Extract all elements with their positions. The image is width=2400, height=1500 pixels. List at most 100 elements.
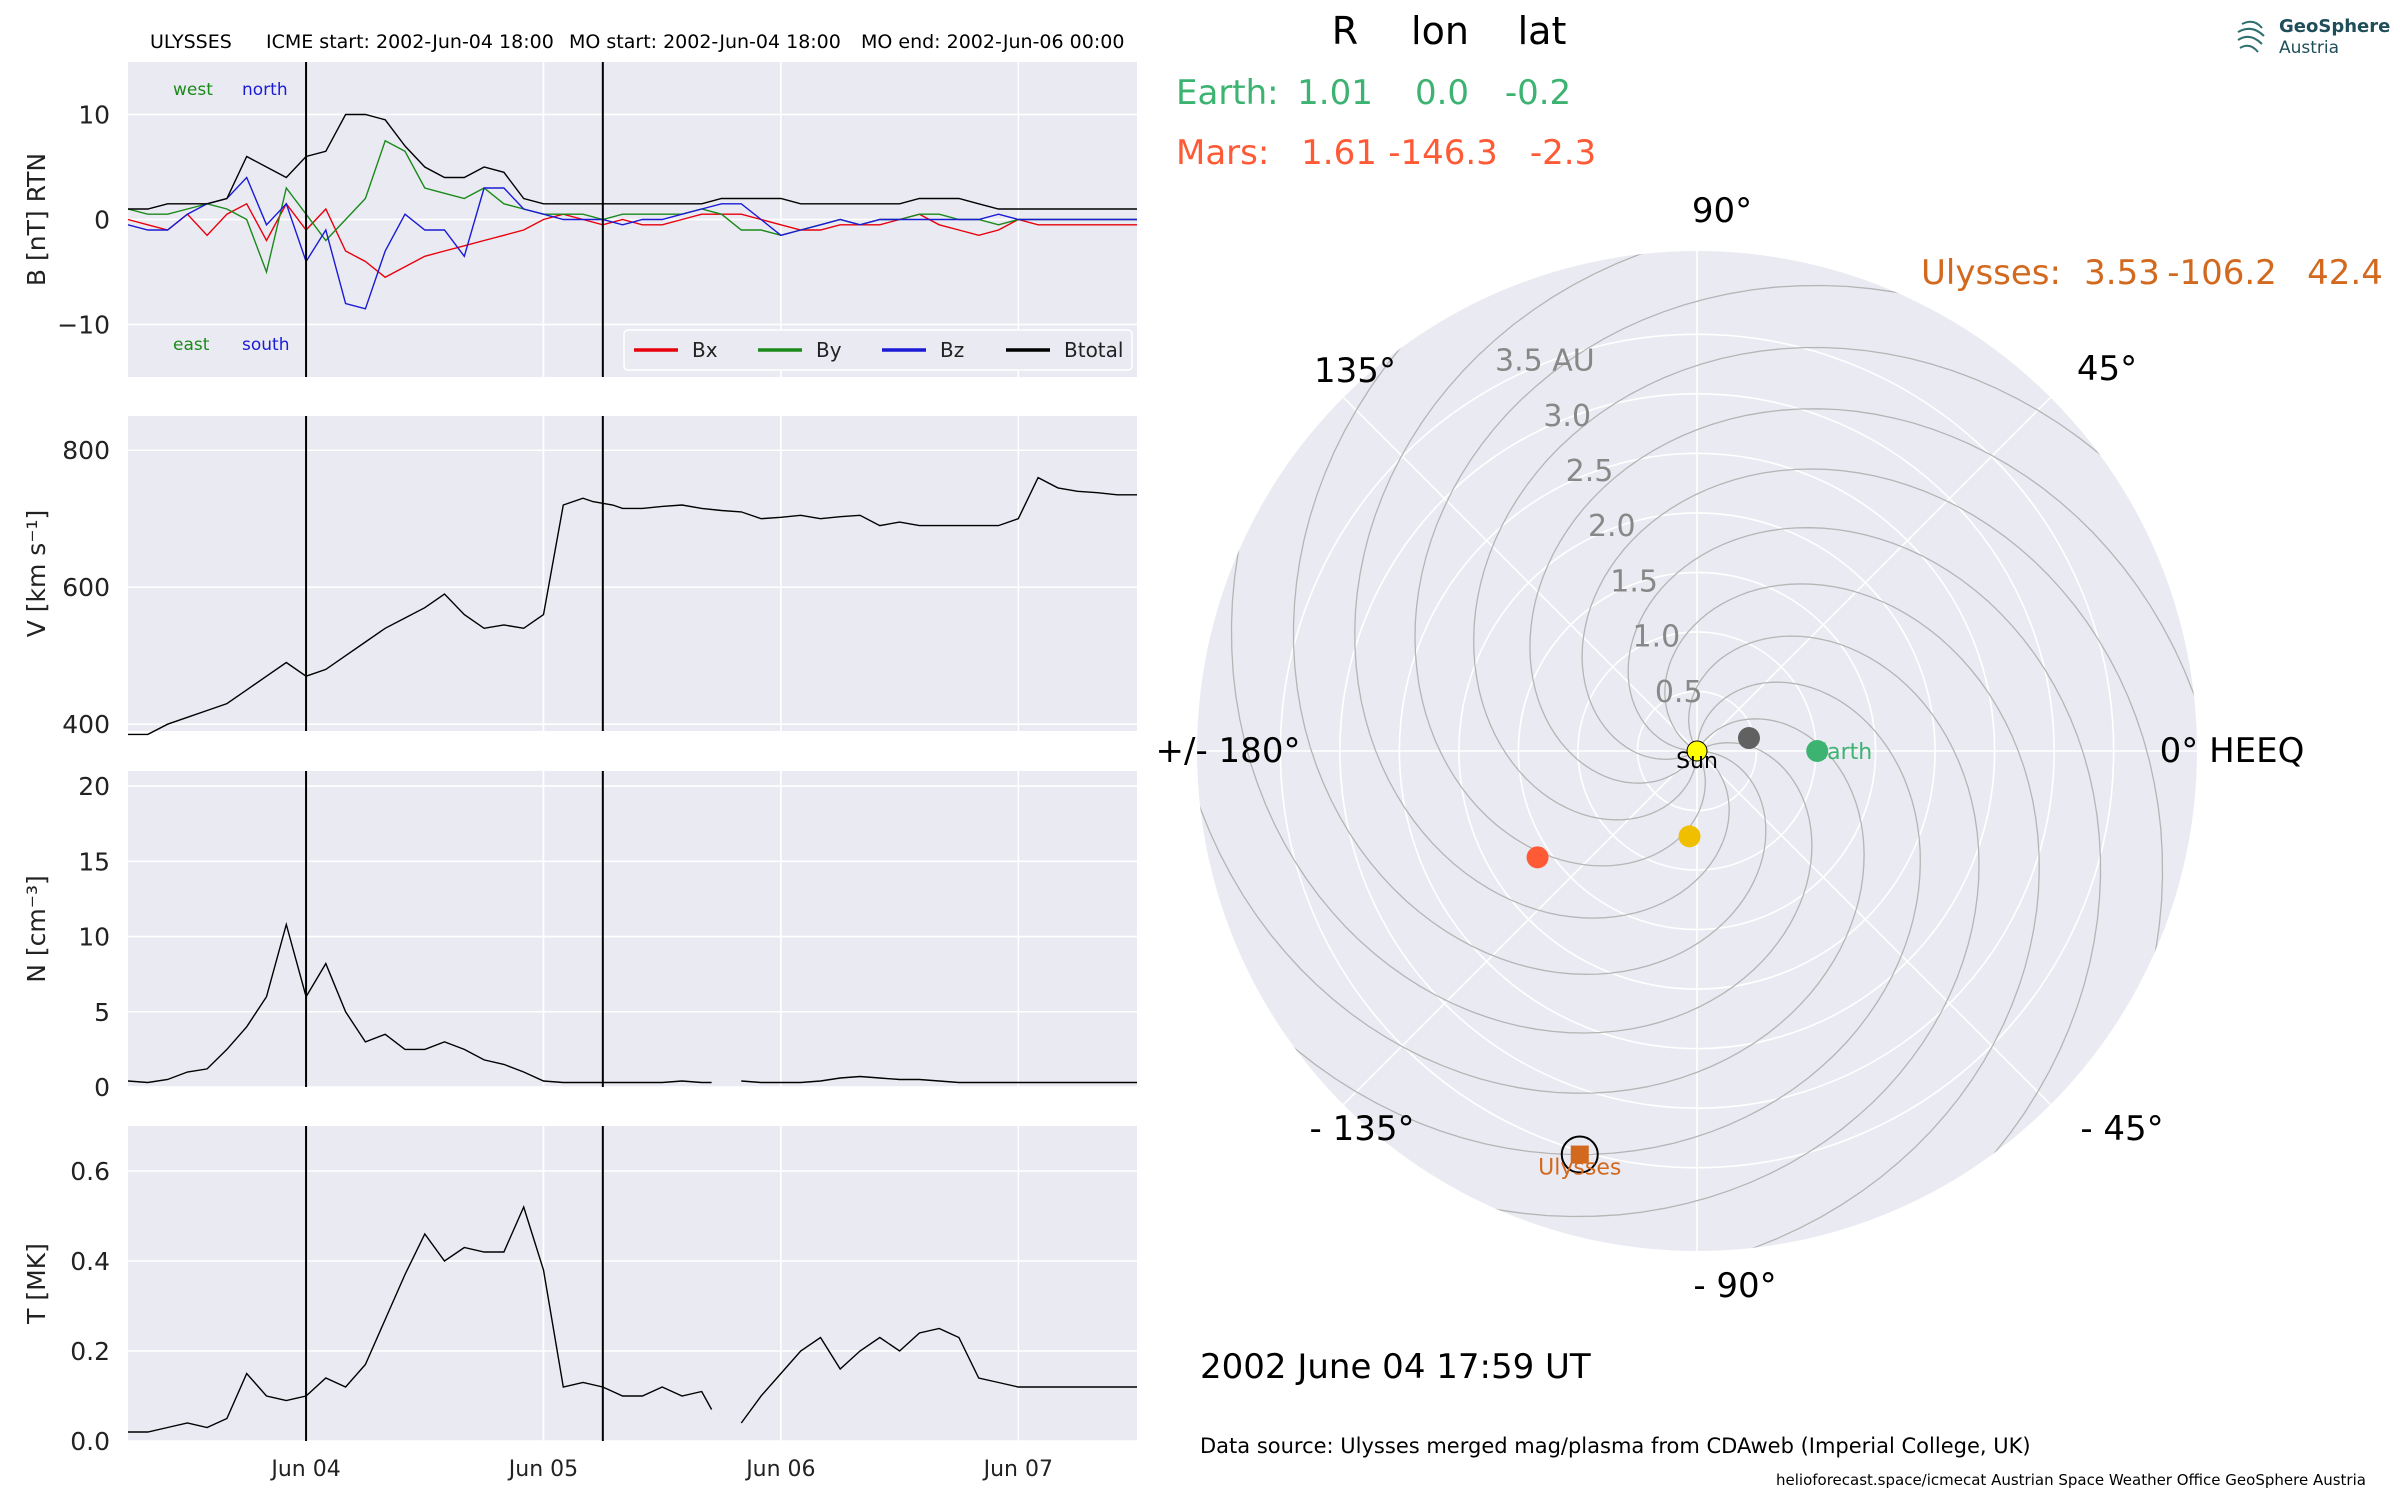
y-tick-label: 600 xyxy=(62,573,110,602)
ulysses-lon-value: -106.2 xyxy=(2167,253,2277,293)
series-line-btotal xyxy=(128,113,1137,210)
date-label: 2002 June 04 17:59 UT xyxy=(1200,1347,1591,1387)
earth-lon-value: 0.0 xyxy=(1415,73,1469,113)
angle-label-neg90: - 90° xyxy=(1693,1266,1776,1306)
logo-text-line1: GeoSphere xyxy=(2279,16,2391,37)
venus-marker xyxy=(1678,825,1701,848)
y-tick-label: 0 xyxy=(94,206,110,235)
radial-tick-label: 3.5 AU xyxy=(1495,344,1595,379)
polar-grid-spoke xyxy=(1696,396,2052,752)
parker-spiral-line xyxy=(1351,635,1980,1218)
polar-plot xyxy=(1197,251,2197,1251)
legend-label-bx: Bx xyxy=(692,338,718,362)
label-west: west xyxy=(173,80,213,100)
table-header-r: R xyxy=(1332,9,1358,53)
radial-tick-label: 1.0 xyxy=(1633,620,1681,655)
y-tick-label: 15 xyxy=(78,847,110,876)
legend: Bx By Bz Btotal xyxy=(623,329,1133,371)
panel-density: 0 5 10 15 20 N [cm⁻³] xyxy=(22,771,1137,1102)
angle-label-90: 90° xyxy=(1692,191,1752,231)
y-tick-label: −10 xyxy=(57,311,110,340)
polar-grid-spoke xyxy=(1696,750,2052,1106)
data-source-label: Data source: Ulysses merged mag/plasma f… xyxy=(1200,1434,2031,1458)
legend-label-btotal: Btotal xyxy=(1064,338,1123,362)
mars-lon-value: -146.3 xyxy=(1388,133,1498,173)
parker-spiral-line xyxy=(1603,583,2040,1251)
parker-spiral-line xyxy=(1627,527,2102,1251)
x-tick-label: Jun 06 xyxy=(744,1457,815,1482)
header-spacecraft: ULYSSES xyxy=(150,31,232,53)
y-tick-label: 0 xyxy=(94,1073,110,1102)
angle-label-180: +/- 180° xyxy=(1156,731,1301,771)
table-header-lon: lon xyxy=(1411,9,1469,53)
parker-spiral-line xyxy=(1197,681,1921,1156)
radial-tick-label: 2.5 xyxy=(1566,454,1614,489)
geosphere-logo-icon xyxy=(2237,20,2265,53)
polar-grid-spoke xyxy=(1342,750,1698,1106)
table-header-lat: lat xyxy=(1518,9,1567,53)
ulysses-r-value: 3.53 xyxy=(2084,253,2160,293)
geosphere-logo xyxy=(2232,14,2392,62)
ulysses-marker xyxy=(1570,1145,1589,1164)
header-mo-end: MO end: 2002-Jun-06 00:00 xyxy=(861,31,1124,53)
legend-label-bz: Bz xyxy=(940,338,964,362)
ulysses-orbit-marker-ring xyxy=(1560,1135,1599,1174)
x-tick-label: Jun 05 xyxy=(507,1457,578,1482)
parker-spiral-line xyxy=(1529,408,2197,845)
y-axis-label: V [km s⁻¹] xyxy=(22,510,51,638)
series-line-v xyxy=(128,476,1137,736)
y-axis-label: N [cm⁻³] xyxy=(22,875,51,982)
radial-tick-label: 2.0 xyxy=(1588,509,1636,544)
parker-spiral-line xyxy=(1473,346,2197,821)
earth-row-label: Earth: xyxy=(1176,73,1279,113)
earth-label: Earth xyxy=(1813,740,1872,765)
ulysses-label: Ulysses xyxy=(1538,1156,1621,1181)
panel-background xyxy=(128,1126,1137,1441)
x-tick-label: Jun 07 xyxy=(982,1457,1053,1482)
y-tick-label: 800 xyxy=(62,436,110,465)
angle-label-neg45: - 45° xyxy=(2080,1109,2163,1149)
x-tick-label: Jun 04 xyxy=(269,1457,340,1482)
angle-label-neg135: - 135° xyxy=(1310,1109,1415,1149)
mars-r-value: 1.61 xyxy=(1301,133,1377,173)
label-north: north xyxy=(242,80,288,100)
polar-grid-spoke xyxy=(1342,396,1698,752)
header-mo-start: MO start: 2002-Jun-04 18:00 xyxy=(569,31,841,53)
ulysses-lat-value: 42.4 xyxy=(2307,253,2383,293)
y-tick-label: 0.2 xyxy=(70,1337,110,1366)
radial-tick-label: 1.5 xyxy=(1610,564,1658,599)
y-tick-label: 0.4 xyxy=(70,1247,110,1276)
y-tick-label: 0.0 xyxy=(70,1427,110,1456)
panel-background xyxy=(128,771,1137,1087)
angle-label-135: 135° xyxy=(1314,351,1396,391)
parker-spiral-line xyxy=(1230,405,1813,1034)
header-icme-start: ICME start: 2002-Jun-04 18:00 xyxy=(266,31,554,53)
angle-label-0: 0° HEEQ xyxy=(2160,731,2305,771)
earth-lat-value: -0.2 xyxy=(1505,73,1571,113)
legend-label-by: By xyxy=(816,338,842,362)
earth-r-value: 1.01 xyxy=(1297,73,1373,113)
mars-lat-value: -2.3 xyxy=(1530,133,1596,173)
y-tick-label: 20 xyxy=(78,772,110,801)
y-axis-label: T [MK] xyxy=(22,1243,51,1325)
panel-magnetic_field: −10 0 10 B [nT] RTN xyxy=(22,62,1137,377)
sun-label: Sun xyxy=(1676,749,1718,774)
parker-spiral-line xyxy=(1354,251,1791,919)
earth-marker xyxy=(1806,740,1829,762)
parker-spiral-line xyxy=(1197,657,1865,1094)
mars-row-label: Mars: xyxy=(1176,133,1269,173)
y-tick-label: 5 xyxy=(94,998,110,1027)
mars-marker xyxy=(1526,846,1549,869)
footer-credits: helioforecast.space/icmecat Austrian Spa… xyxy=(1776,1471,2366,1489)
label-south: south xyxy=(242,335,289,355)
sun-marker xyxy=(1686,740,1708,762)
radial-tick-label: 0.5 xyxy=(1655,675,1703,710)
y-tick-label: 10 xyxy=(78,101,110,130)
label-east: east xyxy=(173,335,210,355)
panel-temperature: 0.0 0.2 0.4 0.6 T [MK] xyxy=(22,1126,1137,1456)
angle-label-45: 45° xyxy=(2077,349,2137,389)
series-line-n xyxy=(127,921,1137,1084)
logo-text-line2: Austria xyxy=(2279,38,2340,58)
y-tick-label: 400 xyxy=(62,710,110,739)
